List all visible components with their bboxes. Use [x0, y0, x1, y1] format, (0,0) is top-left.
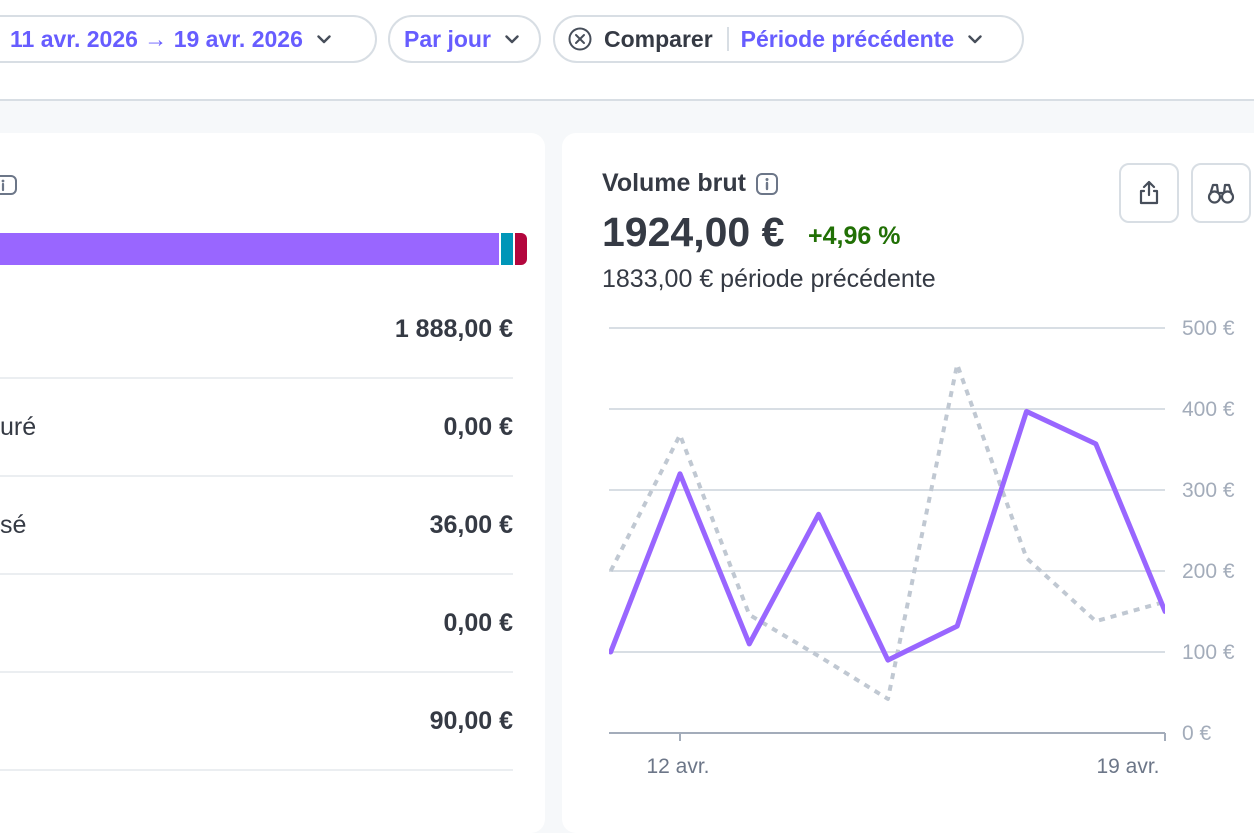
x-tick-label: 12 avr.: [646, 755, 709, 778]
granularity-filter[interactable]: Par jour: [388, 15, 541, 63]
y-tick-label: 0 €: [1182, 722, 1212, 745]
row-amount: 0,00 €: [443, 413, 513, 441]
granularity-label: Par jour: [404, 25, 491, 52]
row-amount: 36,00 €: [429, 511, 513, 539]
chevron-down-icon: [968, 34, 982, 43]
export-button[interactable]: [1119, 163, 1179, 223]
previous-period-line: [609, 362, 1165, 701]
row-amount: 0,00 €: [443, 609, 513, 637]
info-icon[interactable]: [755, 172, 779, 196]
y-tick-label: 200 €: [1182, 560, 1235, 583]
y-tick-label: 500 €: [1182, 317, 1235, 340]
info-icon[interactable]: [0, 174, 20, 196]
x-tick-label: 19 avr.: [1096, 755, 1159, 778]
breakdown-row: uré 0,00 €: [0, 379, 513, 477]
row-amount: 1 888,00 €: [394, 315, 513, 343]
filter-toolbar: 11 avr. 2026 → 19 avr. 2026 Par jour Com…: [0, 0, 1254, 101]
y-tick-label: 300 €: [1182, 479, 1235, 502]
previous-period-value: 1833,00 € période précédente: [602, 265, 936, 293]
compare-filter[interactable]: Comparer Période précédente: [553, 15, 1024, 63]
chevron-down-icon: [505, 34, 519, 43]
metric-value: 1924,00 €: [602, 209, 785, 255]
divider: [726, 27, 729, 51]
metric-title-text: Volume brut: [602, 169, 746, 197]
share-icon: [1139, 180, 1159, 205]
breakdown-row: 1 888,00 €: [0, 281, 513, 379]
current-period-line: [609, 408, 1165, 663]
clear-compare-icon[interactable]: [568, 27, 592, 51]
row-amount: 90,00 €: [429, 707, 513, 735]
chevron-down-icon: [317, 34, 331, 43]
breakdown-row: sé 36,00 €: [0, 477, 513, 575]
row-label: uré: [0, 413, 37, 441]
breakdown-bar-segment: [0, 233, 500, 265]
y-tick-label: 100 €: [1182, 641, 1235, 664]
y-tick-label: 400 €: [1182, 398, 1235, 421]
breakdown-bar: [0, 233, 528, 265]
breakdown-bar-segment: [515, 233, 528, 265]
breakdown-row: 90,00 €: [0, 673, 513, 771]
row-label: sé: [0, 511, 27, 539]
breakdown-bar-segment: [501, 233, 514, 265]
binoculars-icon: [1207, 183, 1235, 204]
compare-period-label: Période précédente: [740, 25, 955, 52]
date-range-label: 11 avr. 2026 → 19 avr. 2026: [10, 25, 303, 52]
breakdown-row: 0,00 €: [0, 575, 513, 673]
gross-volume-chart: 0 € 100 € 200 € 300 € 400 € 500 € 12 avr. 19 av…: [609, 317, 1235, 778]
explore-button[interactable]: [1191, 163, 1251, 223]
metric-title: Volume brut: [602, 169, 779, 198]
date-range-filter[interactable]: 11 avr. 2026 → 19 avr. 2026: [0, 15, 377, 63]
compare-label: Comparer: [604, 25, 713, 52]
metric-delta-badge: +4,96 %: [808, 222, 901, 250]
